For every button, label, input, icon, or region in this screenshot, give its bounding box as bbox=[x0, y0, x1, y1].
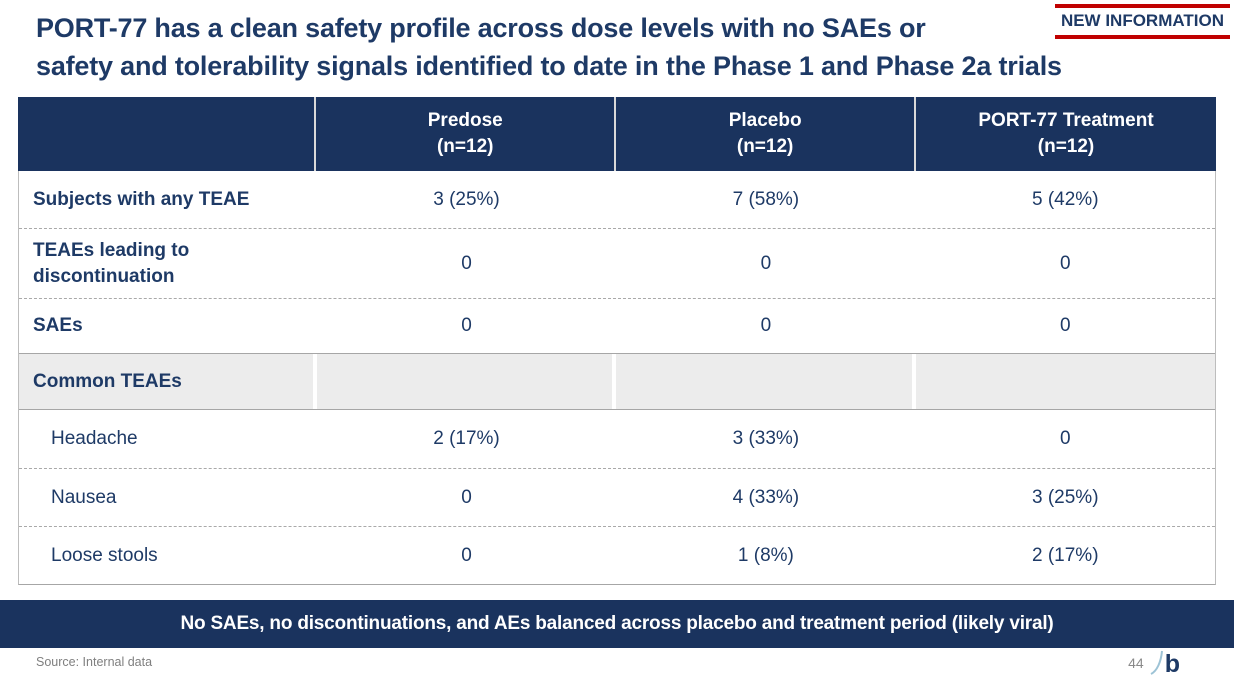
takeaway-text: No SAEs, no discontinuations, and AEs ba… bbox=[180, 613, 1054, 634]
cell-predose: 0 bbox=[461, 252, 472, 274]
cell-placebo: 7 (58%) bbox=[732, 188, 800, 210]
cell-placebo: 0 bbox=[760, 252, 772, 274]
page-number: 44 bbox=[1128, 655, 1144, 671]
table-row: Nausea 0 4 (33%) 3 (25%) bbox=[19, 468, 1215, 526]
row-label: SAEs bbox=[33, 315, 83, 336]
cell-treatment: 3 (25%) bbox=[1032, 486, 1099, 508]
page-title-line1: PORT-77 has a clean safety profile acros… bbox=[36, 13, 926, 43]
cell-predose: 0 bbox=[461, 544, 472, 566]
table-row: Loose stools 0 1 (8%) 2 (17%) bbox=[19, 526, 1215, 584]
table-row: Headache 2 (17%) 3 (33%) 0 bbox=[19, 410, 1215, 468]
section-label: Common TEAEs bbox=[19, 354, 317, 409]
page-title-line2: safety and tolerability signals identifi… bbox=[36, 51, 1062, 81]
cell-treatment: 0 bbox=[1059, 428, 1071, 449]
table-row: Subjects with any TEAE 3 (25%) 7 (58%) 5… bbox=[19, 171, 1215, 228]
cell-predose: 0 bbox=[461, 486, 472, 508]
header-treatment: PORT-77 Treatment (n=12) bbox=[978, 110, 1154, 157]
new-information-badge: NEW INFORMATION bbox=[1054, 4, 1230, 39]
header-predose: Predose (n=12) bbox=[316, 97, 617, 171]
table-header-row: Predose (n=12) Placebo (n=12) PORT-77 Tr… bbox=[18, 97, 1216, 171]
table-section-row: Common TEAEs bbox=[19, 353, 1215, 410]
cell-treatment bbox=[916, 354, 1215, 409]
cell-placebo: 4 (33%) bbox=[732, 486, 800, 508]
safety-table: Predose (n=12) Placebo (n=12) PORT-77 Tr… bbox=[18, 97, 1216, 585]
cell-treatment: 0 bbox=[1059, 252, 1071, 274]
logo-letter: b bbox=[1164, 650, 1180, 678]
table-row: TEAEs leading to discontinuation 0 0 0 bbox=[19, 228, 1215, 298]
cell-predose: 0 bbox=[461, 315, 472, 336]
row-label: Subjects with any TEAE bbox=[33, 188, 250, 210]
row-label: Loose stools bbox=[51, 544, 158, 566]
source-note: Source: Internal data bbox=[36, 655, 153, 669]
company-logo: b bbox=[1149, 650, 1180, 678]
cell-treatment: 0 bbox=[1059, 315, 1071, 336]
cell-predose: 3 (25%) bbox=[433, 188, 500, 210]
cell-placebo: 0 bbox=[760, 315, 772, 336]
header-placebo: Placebo (n=12) bbox=[616, 97, 917, 171]
cell-placebo bbox=[616, 354, 916, 409]
footer-right: 44 b bbox=[1128, 650, 1180, 678]
cell-treatment: 2 (17%) bbox=[1032, 544, 1099, 566]
cell-predose: 2 (17%) bbox=[433, 428, 500, 449]
header-empty-cell bbox=[18, 97, 317, 171]
page-title: PORT-77 has a clean safety profile acros… bbox=[36, 9, 1231, 85]
row-label: Nausea bbox=[51, 486, 117, 508]
table-row: SAEs 0 0 0 bbox=[19, 298, 1215, 353]
takeaway-banner: No SAEs, no discontinuations, and AEs ba… bbox=[0, 600, 1234, 648]
row-label: Headache bbox=[51, 428, 138, 449]
cell-treatment: 5 (42%) bbox=[1032, 188, 1099, 210]
row-label: TEAEs leading to discontinuation bbox=[33, 239, 190, 287]
cell-predose bbox=[317, 354, 617, 409]
cell-placebo: 3 (33%) bbox=[732, 428, 800, 449]
logo-swoosh-icon bbox=[1150, 650, 1163, 675]
cell-placebo: 1 (8%) bbox=[737, 544, 794, 566]
